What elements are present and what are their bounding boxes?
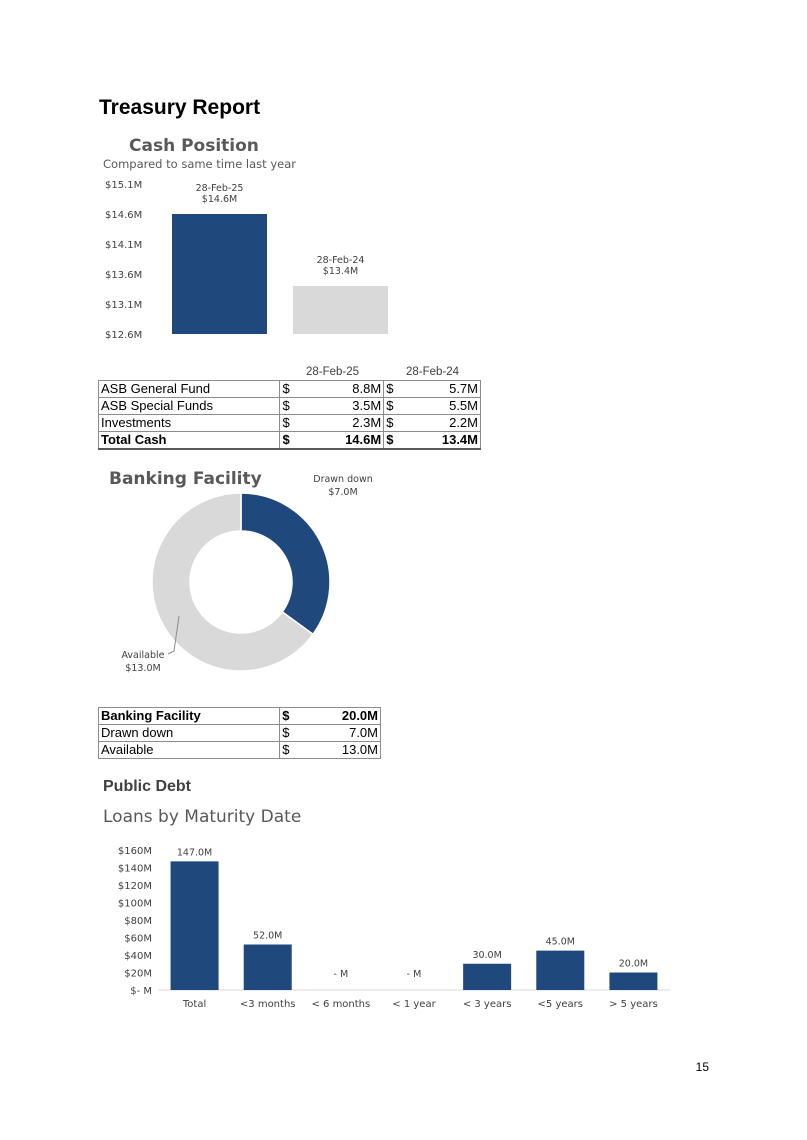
x-tick-label: < 1 year bbox=[392, 999, 436, 1010]
y-tick-label: $14.1M bbox=[105, 240, 142, 251]
facility-table-total-row: Banking Facility $20.0M bbox=[97, 707, 381, 725]
loans-chart-title: Loans by Maturity Date bbox=[103, 807, 302, 827]
y-tick-label: $13.6M bbox=[105, 270, 142, 281]
table-cell: $ bbox=[383, 397, 400, 415]
y-tick-label: $- M bbox=[130, 986, 152, 997]
table-cell: 5.5M bbox=[399, 397, 481, 415]
table-cell: ASB Special Funds bbox=[97, 397, 281, 415]
table-cell: 3.5M bbox=[295, 397, 385, 415]
table-cell: Drawn down bbox=[97, 724, 281, 742]
x-tick-label: <5 years bbox=[538, 999, 583, 1010]
slice-value-label: $13.0M bbox=[125, 663, 160, 674]
cash-position-title: Cash Position bbox=[129, 136, 259, 156]
slice-value-label: $7.0M bbox=[328, 487, 357, 498]
pie-slice bbox=[151, 492, 315, 672]
table-cell: 14.6M bbox=[295, 431, 385, 450]
table-cell: Banking Facility bbox=[97, 707, 281, 725]
bar bbox=[463, 963, 512, 990]
bar bbox=[609, 972, 658, 990]
table-cell: ASB General Fund bbox=[97, 380, 281, 398]
public-debt-title: Public Debt bbox=[103, 778, 192, 795]
x-tick-label: Total bbox=[182, 999, 206, 1010]
y-tick-label: $140M bbox=[118, 864, 152, 875]
bar bbox=[293, 286, 388, 334]
table-cell: $ bbox=[279, 414, 296, 432]
cash-position-chart: $15.1M $14.6M $14.1M $13.6M $13.1M $12.6M 28-F… bbox=[105, 180, 388, 341]
y-tick-label: $160M bbox=[118, 846, 152, 857]
table-row: ASB General Fund $8.8M $5.7M bbox=[97, 380, 481, 398]
x-tick-label: > 5 years bbox=[609, 999, 658, 1010]
table-cell: $ bbox=[279, 397, 296, 415]
y-tick-label: $60M bbox=[124, 934, 152, 945]
data-label: 30.0M bbox=[472, 950, 501, 961]
table-cell: $ bbox=[279, 724, 296, 742]
table-cell: $ bbox=[383, 414, 400, 432]
table-cell: $ bbox=[279, 707, 296, 725]
table-cell: 13.0M bbox=[295, 741, 381, 759]
cash-table-header-2024: 28-Feb-24 bbox=[406, 366, 460, 378]
y-tick-label: $14.6M bbox=[105, 210, 142, 221]
table-cell: 7.0M bbox=[295, 724, 381, 742]
data-label: 20.0M bbox=[619, 959, 648, 970]
y-tick-label: $40M bbox=[124, 951, 152, 962]
facility-table: Banking Facility $20.0M Drawn down $7.0M Ava… bbox=[97, 707, 381, 759]
y-tick-label: $100M bbox=[118, 899, 152, 910]
slice-label: Available bbox=[121, 650, 164, 661]
data-label: $14.6M bbox=[202, 194, 237, 205]
x-tick-label: <3 months bbox=[240, 999, 296, 1010]
cash-table: ASB General Fund $8.8M $5.7M ASB Special Fu… bbox=[97, 380, 481, 450]
y-tick-label: $80M bbox=[124, 916, 152, 927]
slice-label: Drawn down bbox=[313, 474, 373, 485]
cash-table-total-row: Total Cash $14.6M $13.4M bbox=[97, 431, 481, 450]
cash-position-subtitle: Compared to same time last year bbox=[103, 157, 296, 171]
leader-line bbox=[167, 615, 180, 655]
page-number: 15 bbox=[695, 1060, 709, 1074]
table-cell: Total Cash bbox=[97, 431, 281, 450]
data-label: $13.4M bbox=[323, 266, 358, 277]
y-tick-label: $15.1M bbox=[105, 180, 142, 191]
table-row: Drawn down $7.0M bbox=[97, 724, 381, 742]
table-cell: 13.4M bbox=[399, 431, 481, 450]
bar bbox=[243, 944, 292, 990]
x-tick-label: < 6 months bbox=[311, 999, 370, 1010]
banking-facility-chart: Drawn down $7.0M Available $13.0M bbox=[121, 474, 373, 674]
cash-table-header-2025: 28-Feb-25 bbox=[306, 366, 360, 378]
table-row: Available $13.0M bbox=[97, 741, 381, 759]
bar bbox=[170, 861, 219, 990]
data-label: 28-Feb-25 bbox=[196, 183, 244, 194]
table-cell: $ bbox=[383, 431, 400, 450]
data-label: 147.0M bbox=[177, 847, 212, 858]
table-cell: $ bbox=[383, 380, 400, 398]
table-cell: Available bbox=[97, 741, 281, 759]
y-tick-label: $12.6M bbox=[105, 330, 142, 341]
data-label: 52.0M bbox=[253, 931, 282, 942]
table-cell: 8.8M bbox=[295, 380, 385, 398]
data-label: - M bbox=[334, 969, 349, 980]
x-tick-label: < 3 years bbox=[463, 999, 512, 1010]
table-cell: $ bbox=[279, 431, 296, 450]
banking-facility-title: Banking Facility bbox=[109, 469, 262, 489]
bar bbox=[536, 950, 585, 990]
y-tick-label: $13.1M bbox=[105, 300, 142, 311]
bar bbox=[172, 214, 267, 334]
data-label: 45.0M bbox=[546, 937, 575, 948]
y-tick-label: $120M bbox=[118, 881, 152, 892]
table-cell: 2.2M bbox=[399, 414, 481, 432]
page-title: Treasury Report bbox=[99, 96, 261, 119]
y-tick-label: $20M bbox=[124, 969, 152, 980]
table-cell: 5.7M bbox=[399, 380, 481, 398]
data-label: - M bbox=[407, 969, 422, 980]
table-cell: $ bbox=[279, 741, 296, 759]
table-cell: Investments bbox=[97, 414, 281, 432]
table-row: Investments $2.3M $2.2M bbox=[97, 414, 481, 432]
pie-slice bbox=[240, 492, 331, 636]
table-row: ASB Special Funds $3.5M $5.5M bbox=[97, 397, 481, 415]
data-label: 28-Feb-24 bbox=[317, 255, 365, 266]
table-cell: 2.3M bbox=[295, 414, 385, 432]
loans-chart: $160M $140M $120M $100M $80M $60M $40M $20M $- M… bbox=[118, 846, 670, 1010]
table-cell: $ bbox=[279, 380, 296, 398]
table-cell: 20.0M bbox=[295, 707, 381, 725]
